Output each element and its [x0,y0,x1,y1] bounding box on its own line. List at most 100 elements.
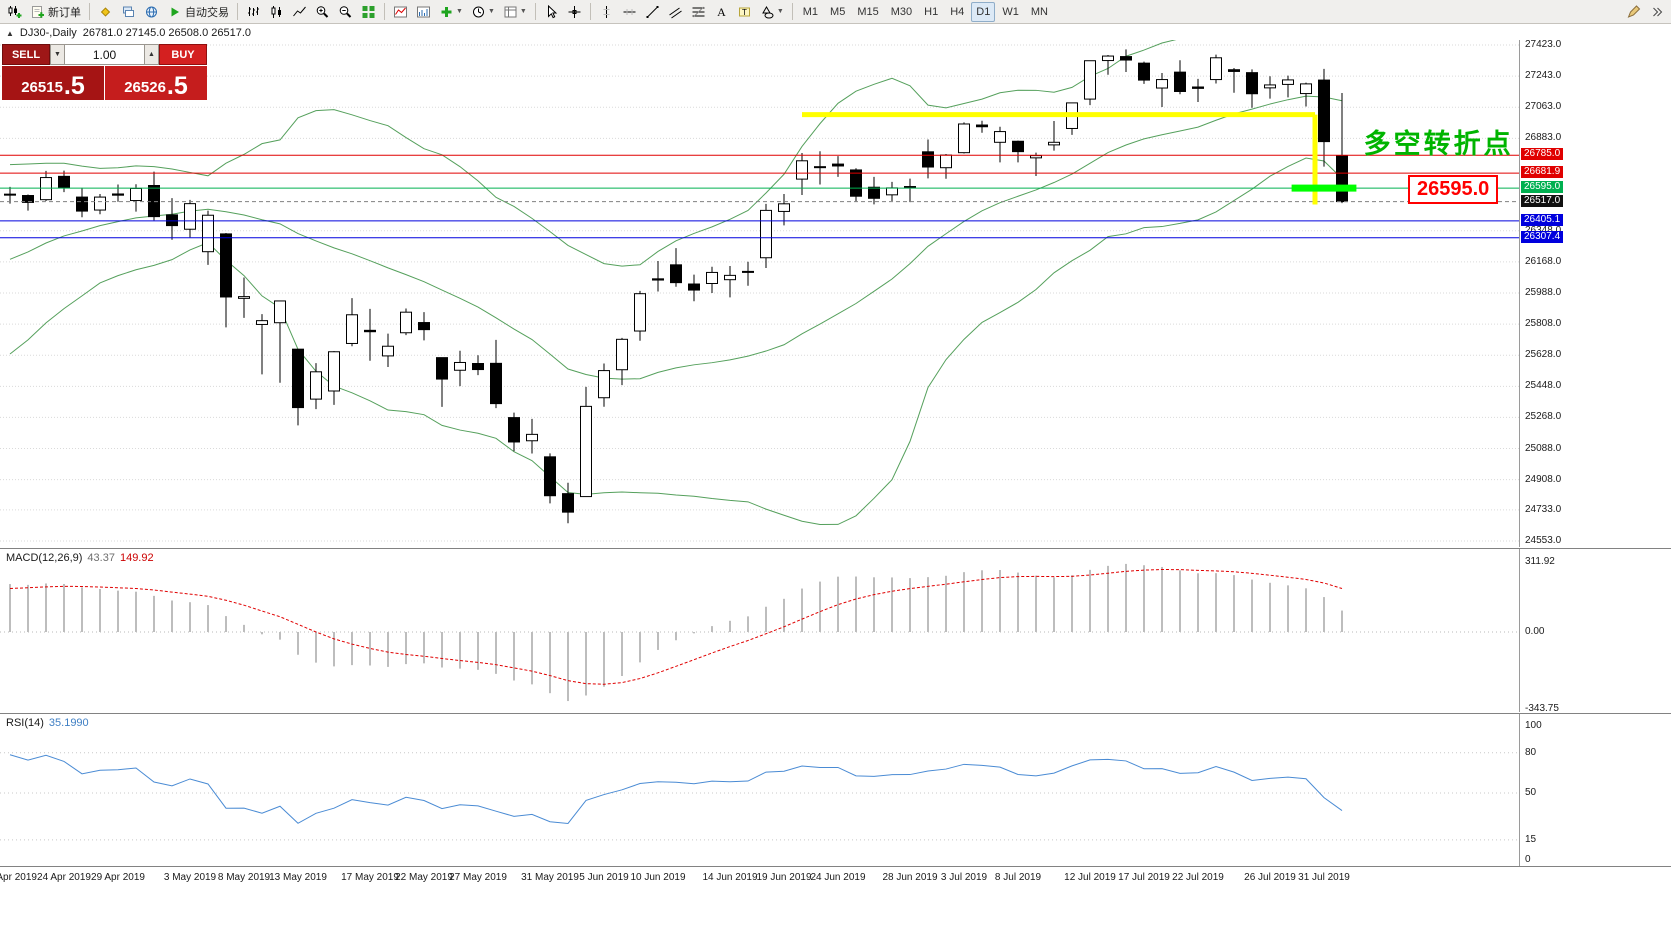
tf-m5-button[interactable]: M5 [830,5,846,18]
plus-green-icon [441,6,452,17]
hline-button[interactable] [619,2,640,22]
buy-button[interactable]: BUY [159,44,207,65]
price-tag: 26681.9 [1521,166,1564,179]
symbol-period-label: DJ30-,Daily [19,27,77,39]
zoom-out-icon [339,5,352,18]
rsi-axis-label: 15 [1525,833,1537,845]
shapes-dropdown[interactable]: ▼ [757,2,787,22]
tf-w1-button[interactable]: W1 [1002,5,1019,18]
turning-point-annotation[interactable]: 多空转折点 [1363,128,1514,159]
volume-up-button[interactable]: ▲ [144,44,159,65]
date-label: 13 May 2019 [269,872,327,883]
candlestick-chart-svg[interactable] [0,40,1519,547]
zoom-out-button[interactable] [335,2,356,22]
tf-h1-button[interactable]: H1 [924,5,939,18]
chart-expand-icon[interactable]: ▲ [6,28,14,38]
price-axis-label: 26348.0 [1525,225,1561,236]
tf-d1-button[interactable]: D1 [971,1,996,22]
tile-windows-button[interactable] [358,2,379,22]
label-button[interactable]: T [734,2,755,22]
price-axis-label: 27063.0 [1525,101,1562,113]
macd-chart-svg[interactable] [0,549,1519,712]
trendline-button[interactable] [642,2,663,22]
fibonacci-button[interactable] [688,2,709,22]
price-chart-region[interactable]: 27423.0 27243.0 27063.0 26883.0 26348.0 26168… [0,40,1671,547]
sell-price-main: 26515 [21,79,63,96]
candles-plus-icon [8,5,22,18]
candle-chart-button[interactable] [266,2,287,22]
price-axis-label: 24908.0 [1525,473,1562,485]
price-tag: 26785.0 [1521,148,1564,161]
tf-mn-button[interactable]: MN [1030,5,1048,18]
vline-button[interactable] [596,2,617,22]
draw-cursor-button[interactable] [1623,2,1644,22]
new-order-button[interactable]: 新订单 [27,2,84,22]
toolbar-separator [589,3,591,20]
buy-price-main: 26526 [124,79,166,96]
date-label: 8 May 2019 [217,872,271,883]
buy-price-box[interactable]: 26526 .5 [105,66,207,100]
line-chart-button[interactable] [289,2,310,22]
sell-price-box[interactable]: 26515 .5 [2,66,104,100]
price-axis-label: 25808.0 [1525,318,1562,330]
sell-button[interactable]: SELL [2,44,50,65]
rsi-value: 35.1990 [48,717,89,729]
volume-down-button[interactable]: ▼ [50,44,65,65]
dropdown-arrow-icon: ▼ [519,8,527,15]
price-axis-label: 25628.0 [1525,349,1562,361]
add-indicator-dropdown[interactable]: ▼ [436,2,466,22]
price-callout-annotation[interactable]: 26595.0 [1408,174,1499,204]
price-tag: 26517.0 [1521,194,1564,207]
zoom-in-button[interactable] [312,2,333,22]
bars-icon [248,6,259,16]
tf-m15-button[interactable]: M15 [857,5,879,18]
price-axis[interactable]: 27423.0 27243.0 27063.0 26883.0 26348.0 26168… [1520,40,1671,547]
macd-panel[interactable]: 311.92 0.00 -343.75 MACD(12,26,9) 43.37 149.… [0,548,1671,712]
macd-axis-label: 0.00 [1525,626,1545,637]
rsi-chart-svg[interactable] [0,714,1519,866]
price-tag: 26595.0 [1521,181,1564,194]
text-button[interactable]: A [711,2,732,22]
volume-input[interactable]: 1.00 [65,44,144,65]
rsi-axis-label: 50 [1525,787,1537,798]
period-dropdown[interactable]: ▼ [468,2,498,22]
template-dropdown[interactable]: ▼ [500,2,530,22]
clock-icon [472,6,484,17]
profiles-button[interactable] [118,2,139,22]
date-label: 19 Jun 2019 [756,872,812,883]
cursor-button[interactable] [541,2,562,22]
new-chart-button[interactable] [4,2,25,22]
objects-window-button[interactable] [413,2,434,22]
tf-m1-button[interactable]: M1 [802,5,819,18]
shapes-icon [761,5,774,18]
indicators-window-button[interactable] [390,2,411,22]
svg-text:T: T [742,8,747,17]
hline-icon [623,8,636,15]
price-tag: 26307.4 [1521,230,1564,243]
price-axis-label: 24733.0 [1525,503,1562,515]
channel-button[interactable] [665,2,686,22]
favorites-button[interactable] [95,2,116,22]
toolbar-overflow-button[interactable] [1646,2,1667,22]
dropdown-arrow-icon: ▼ [776,8,784,15]
text-t-icon: T [738,7,750,17]
autotrading-button[interactable]: 自动交易 [164,2,232,22]
tf-m30-button[interactable]: M30 [890,5,913,18]
date-label: 31 Jul 2019 [1298,872,1350,883]
rsi-panel[interactable]: 100 80 50 15 0 RSI(14) 35.1990 [0,713,1671,866]
bar-chart-button[interactable] [243,2,264,22]
date-label: 18 Apr 2019 [0,872,37,883]
chart-window2-icon [417,6,430,17]
date-label: 14 Jun 2019 [702,872,758,883]
toolbar: 新订单 自动交易 ▼ ▼ ▼ A T ▼ M1 M5 M15 M30 H1 H4 D1 W1 MN [0,0,1671,24]
crosshair-button[interactable] [564,2,585,22]
macd-axis-label: -343.75 [1525,703,1559,712]
community-button[interactable] [141,2,162,22]
tf-h4-button[interactable]: H4 [950,5,965,18]
date-label: 8 Jul 2019 [994,872,1042,883]
date-label: 24 Jun 2019 [810,872,866,883]
dropdown-arrow-icon: ▼ [487,8,495,15]
price-axis-label: 26883.0 [1525,132,1562,144]
axis-separator [1519,714,1520,866]
